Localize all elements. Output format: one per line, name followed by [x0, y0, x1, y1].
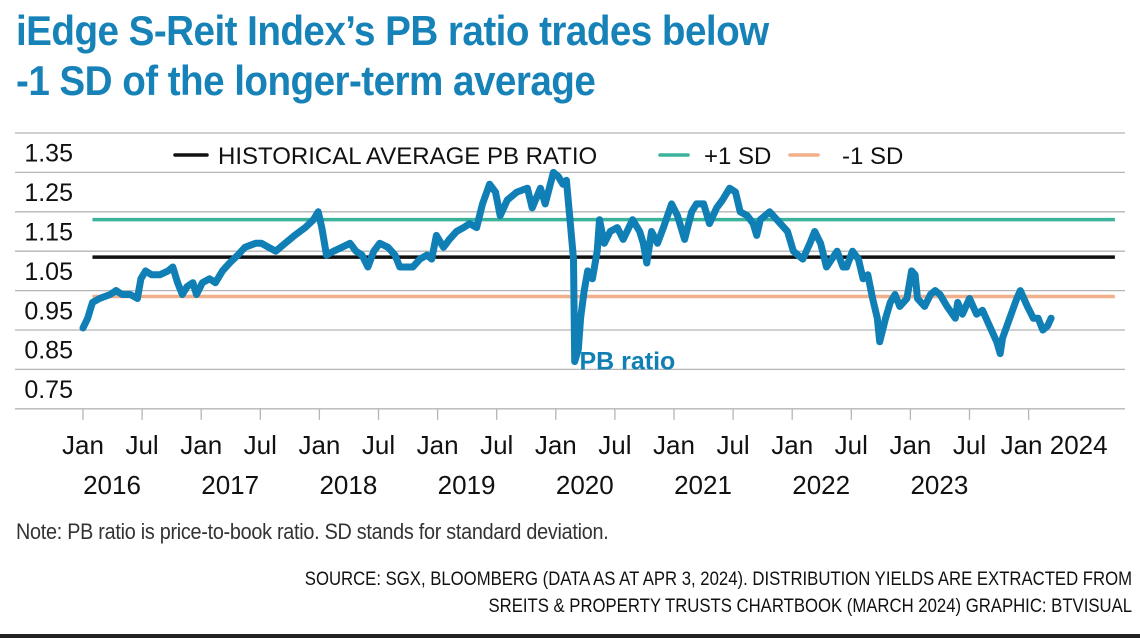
- x-year-label: 2017: [201, 470, 259, 500]
- legend-label: -1 SD: [842, 143, 903, 170]
- x-year-label: 2021: [674, 470, 732, 500]
- x-tick-label: Jul: [953, 430, 986, 460]
- y-tick-label: 1.05: [24, 258, 73, 286]
- x-tick-label: Jul: [598, 430, 631, 460]
- legend: HISTORICAL AVERAGE PB RATIO +1 SD -1 SD: [173, 143, 903, 170]
- x-tick-label: Jan: [62, 430, 104, 460]
- x-year-label: 2018: [319, 470, 377, 500]
- x-tick-label: Jan: [298, 430, 340, 460]
- pb-ratio-line: [79, 168, 1055, 365]
- source-line-2: SREITS & PROPERTY TRUSTS CHARTBOOK (MARC…: [488, 596, 1132, 617]
- x-tick-label: Jul: [716, 430, 749, 460]
- x-tick-label: Jan: [653, 430, 695, 460]
- x-tick-label: Jul: [125, 430, 158, 460]
- y-tick-label: 0.85: [24, 337, 73, 365]
- grid-lines: [15, 132, 1125, 410]
- x-tick-label: Jan: [889, 430, 931, 460]
- series-group: [79, 168, 1055, 365]
- chart-title-line-2: -1 SD of the longer-term average: [16, 57, 596, 104]
- x-year-label: 2022: [792, 470, 850, 500]
- x-tick-label: Jan: [535, 430, 577, 460]
- x-year-label: 2020: [556, 470, 614, 500]
- x-year-label: 2016: [83, 470, 141, 500]
- x-tick-label: Jul: [480, 430, 513, 460]
- legend-label: HISTORICAL AVERAGE PB RATIO: [218, 143, 597, 170]
- y-tick-label: 1.35: [24, 140, 73, 168]
- x-tick-label: Jul: [244, 430, 277, 460]
- x-tick-label: Jan: [771, 430, 813, 460]
- source-credit: SOURCE: SGX, BLOOMBERG (DATA AS AT APR 3…: [305, 566, 1132, 620]
- x-year-label: 2023: [910, 470, 968, 500]
- x-tick-label: Jan 2024: [1001, 430, 1108, 460]
- footnote: Note: PB ratio is price-to-book ratio. S…: [16, 519, 609, 544]
- chart-title: iEdge S-Reit Index’s PB ratio trades bel…: [16, 6, 1046, 106]
- bottom-rule: [0, 634, 1140, 638]
- x-tick-label: Jan: [417, 430, 459, 460]
- x-axis: Jan 2016 Jul Jan 2017 Jul Jan 2018 Jul Jan 2019 Jul…: [62, 408, 1108, 500]
- pb-ratio-series-label: PB ratio: [579, 348, 675, 376]
- source-line-1: SOURCE: SGX, BLOOMBERG (DATA AS AT APR 3…: [304, 569, 1132, 590]
- y-axis-labels: 1.35 1.25 1.15 1.05 0.95 0.85 0.75: [24, 140, 73, 404]
- x-tick-label: Jul: [362, 430, 395, 460]
- legend-label: +1 SD: [704, 143, 771, 170]
- y-tick-label: 0.75: [24, 376, 73, 404]
- x-tick-label: Jul: [835, 430, 868, 460]
- y-tick-label: 1.15: [24, 219, 73, 247]
- y-tick-label: 1.25: [24, 179, 73, 207]
- x-year-label: 2019: [438, 470, 496, 500]
- y-tick-label: 0.95: [24, 297, 73, 325]
- x-tick-label: Jan: [180, 430, 222, 460]
- chart-title-line-1: iEdge S-Reit Index’s PB ratio trades bel…: [16, 7, 769, 54]
